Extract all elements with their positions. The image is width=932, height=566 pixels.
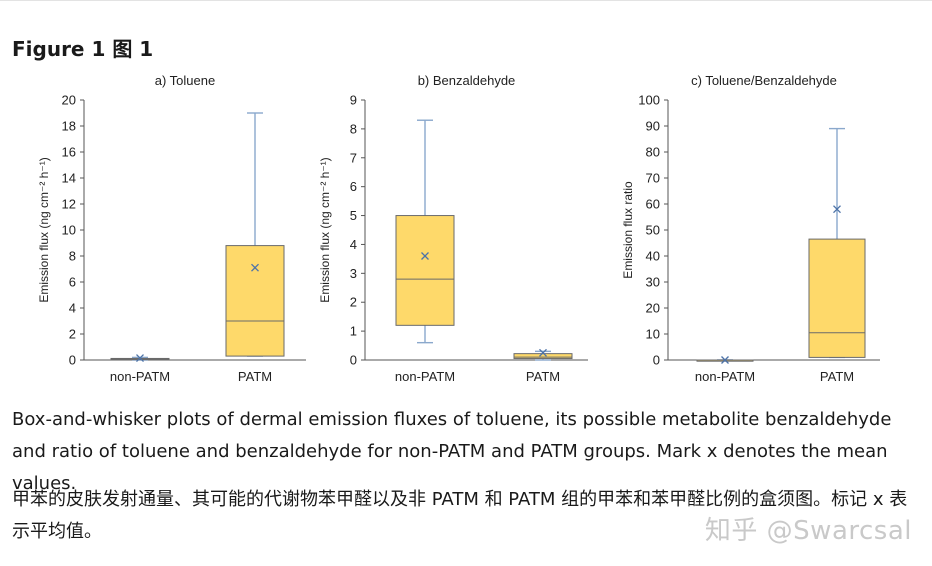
watermark: 知乎 @Swarcsal	[704, 516, 912, 546]
y-tick-label: 18	[62, 119, 76, 134]
category-label: non-PATM	[110, 369, 170, 384]
mean-marker-stroke	[539, 348, 547, 357]
panel-title: b) Benzaldehyde	[418, 73, 516, 88]
y-tick-label: 20	[646, 301, 660, 316]
y-tick-label: 4	[69, 301, 76, 316]
caption-english: Box-and-whisker plots of dermal emission…	[12, 409, 892, 494]
iqr-box	[513, 353, 573, 360]
mean-marker	[721, 356, 729, 364]
panel-1: a) Toluene 0 2 4 6 8 10 12 14 16 18 20 Emission flux…	[37, 73, 306, 384]
y-tick-label: 40	[646, 249, 660, 264]
y-tick-label: 9	[350, 93, 357, 108]
mean-marker	[421, 252, 429, 260]
category-label: non-PATM	[695, 369, 755, 384]
box-patm	[225, 112, 285, 357]
panel-3: c) Toluene/Benzaldehyde 0 10 20 30 40 50 60 70 80…	[621, 73, 880, 384]
category-label: PATM	[820, 369, 854, 384]
y-tick-label: 2	[69, 327, 76, 342]
y-tick-label: 1	[350, 324, 357, 339]
mean-marker-stroke	[421, 252, 429, 260]
iqr-box	[808, 238, 866, 358]
y-tick-label: 10	[646, 327, 660, 342]
mean-marker-stroke	[721, 356, 729, 364]
y-tick-label: 3	[350, 266, 357, 281]
y-tick-label: 10	[62, 223, 76, 238]
y-tick-label: 8	[69, 249, 76, 264]
y-tick-label: 7	[350, 150, 357, 165]
y-tick-label: 2	[350, 295, 357, 310]
y-tick-label: 6	[350, 179, 357, 194]
iqr-box	[395, 215, 455, 326]
y-tick-label: 30	[646, 275, 660, 290]
panel-title: a) Toluene	[155, 73, 215, 88]
mean-marker	[251, 263, 259, 272]
y-axis-label: Emission flux ratio	[621, 181, 635, 279]
panel-title: c) Toluene/Benzaldehyde	[691, 73, 837, 88]
iqr-box	[225, 245, 285, 357]
y-tick-label: 5	[350, 208, 357, 223]
y-tick-label: 50	[646, 223, 660, 238]
mean-marker	[539, 348, 547, 357]
y-tick-label: 80	[646, 145, 660, 160]
box-non-patm	[395, 119, 455, 344]
box-patm	[513, 348, 573, 361]
mean-marker-stroke	[136, 354, 144, 363]
box-non-patm	[696, 356, 754, 364]
y-tick-label: 6	[69, 275, 76, 290]
y-tick-label: 70	[646, 171, 660, 186]
y-tick-label: 0	[350, 353, 357, 368]
y-tick-label: 0	[653, 353, 660, 368]
y-tick-label: 14	[62, 171, 76, 186]
y-tick-label: 8	[350, 121, 357, 136]
box-non-patm	[110, 354, 170, 363]
box-patm	[808, 127, 866, 359]
panel-2: b) Benzaldehyde 0 1 2 3 4 5 6 7 8 9 Emission flux (…	[318, 73, 588, 384]
category-label: PATM	[526, 369, 560, 384]
y-axis-label: Emission flux (ng cm⁻² h⁻¹)	[318, 157, 332, 302]
mean-marker	[833, 205, 841, 214]
category-label: PATM	[238, 369, 272, 384]
y-axis-label: Emission flux (ng cm⁻² h⁻¹)	[37, 157, 51, 302]
y-tick-label: 0	[69, 353, 76, 368]
y-tick-label: 16	[62, 145, 76, 160]
y-tick-label: 100	[638, 93, 660, 108]
y-tick-label: 12	[62, 197, 76, 212]
caption-chinese: 甲苯的皮肤发射通量、其可能的代谢物苯甲醛以及非 PATM 和 PATM 组的甲苯…	[12, 489, 908, 542]
top-divider	[0, 0, 932, 1]
y-tick-label: 4	[350, 237, 357, 252]
figure-title: Figure 1 图 1	[12, 37, 154, 61]
mean-marker-stroke	[251, 263, 259, 272]
y-tick-label: 60	[646, 197, 660, 212]
mean-marker-stroke	[833, 205, 841, 214]
category-label: non-PATM	[395, 369, 455, 384]
mean-marker	[136, 354, 144, 363]
y-tick-label: 90	[646, 119, 660, 134]
y-tick-label: 20	[62, 93, 76, 108]
